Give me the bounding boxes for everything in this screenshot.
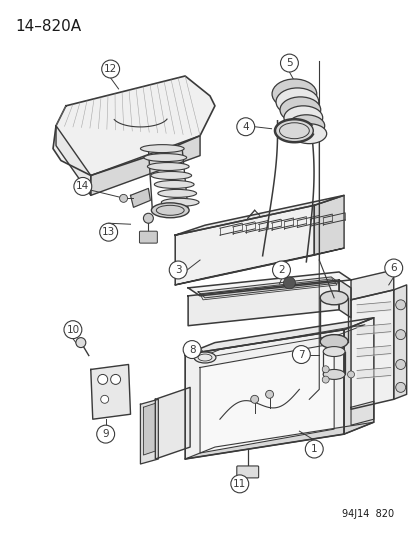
Circle shape	[74, 177, 92, 196]
Circle shape	[272, 261, 290, 279]
Text: 8: 8	[188, 344, 195, 354]
Polygon shape	[56, 126, 90, 196]
Ellipse shape	[147, 163, 189, 171]
Polygon shape	[350, 270, 393, 300]
Polygon shape	[143, 403, 155, 455]
Circle shape	[64, 321, 82, 338]
Polygon shape	[175, 205, 313, 285]
Circle shape	[183, 341, 201, 359]
Text: 5: 5	[285, 58, 292, 68]
Text: 7: 7	[297, 350, 304, 360]
Polygon shape	[185, 330, 343, 459]
Ellipse shape	[275, 88, 318, 116]
Ellipse shape	[151, 203, 189, 218]
Circle shape	[236, 118, 254, 136]
Circle shape	[119, 195, 127, 203]
Ellipse shape	[150, 172, 191, 180]
Text: 10: 10	[66, 325, 79, 335]
Polygon shape	[393, 285, 406, 399]
Polygon shape	[175, 248, 343, 285]
Circle shape	[265, 390, 273, 398]
Text: 1: 1	[310, 444, 317, 454]
Circle shape	[395, 360, 405, 369]
Ellipse shape	[275, 120, 313, 142]
Polygon shape	[53, 76, 214, 175]
Polygon shape	[343, 318, 373, 434]
Circle shape	[250, 395, 258, 403]
Circle shape	[143, 213, 153, 223]
Polygon shape	[155, 387, 190, 459]
Polygon shape	[185, 422, 373, 459]
Circle shape	[102, 60, 119, 78]
Text: 3: 3	[174, 265, 181, 275]
Circle shape	[395, 330, 405, 340]
Circle shape	[321, 366, 328, 373]
Ellipse shape	[194, 352, 216, 363]
Text: 9: 9	[102, 429, 109, 439]
Circle shape	[76, 337, 85, 348]
Text: 13: 13	[102, 227, 115, 237]
Circle shape	[230, 475, 248, 493]
Ellipse shape	[154, 181, 194, 188]
Polygon shape	[338, 280, 350, 318]
Polygon shape	[350, 290, 393, 409]
Polygon shape	[90, 365, 130, 419]
Circle shape	[100, 395, 108, 403]
Circle shape	[169, 261, 187, 279]
Ellipse shape	[287, 115, 324, 136]
Ellipse shape	[323, 346, 344, 357]
Ellipse shape	[161, 198, 199, 206]
Polygon shape	[199, 344, 333, 453]
FancyBboxPatch shape	[139, 231, 157, 243]
Polygon shape	[197, 277, 338, 298]
Text: 11: 11	[233, 479, 246, 489]
Circle shape	[97, 375, 107, 384]
Ellipse shape	[144, 154, 186, 161]
Ellipse shape	[320, 291, 347, 305]
Polygon shape	[140, 399, 158, 464]
Polygon shape	[175, 196, 343, 235]
Text: 14: 14	[76, 181, 89, 191]
Circle shape	[347, 371, 354, 378]
Circle shape	[100, 223, 117, 241]
FancyBboxPatch shape	[236, 466, 258, 478]
Polygon shape	[185, 318, 373, 354]
Circle shape	[384, 259, 402, 277]
Polygon shape	[188, 272, 350, 296]
Ellipse shape	[140, 144, 184, 152]
Text: 12: 12	[104, 64, 117, 74]
Circle shape	[321, 376, 328, 383]
Circle shape	[283, 277, 295, 289]
Circle shape	[110, 375, 120, 384]
Ellipse shape	[323, 369, 344, 379]
Text: 94J14  820: 94J14 820	[341, 508, 393, 519]
Circle shape	[280, 54, 298, 72]
Circle shape	[395, 300, 405, 310]
Text: 14–820A: 14–820A	[15, 19, 81, 34]
Ellipse shape	[291, 124, 326, 144]
Polygon shape	[313, 196, 343, 255]
Ellipse shape	[320, 335, 347, 349]
Text: 6: 6	[389, 263, 396, 273]
Circle shape	[97, 425, 114, 443]
Circle shape	[305, 440, 323, 458]
Circle shape	[292, 345, 310, 364]
Ellipse shape	[279, 97, 320, 123]
Text: 4: 4	[242, 122, 249, 132]
Text: 2: 2	[278, 265, 284, 275]
Polygon shape	[90, 136, 199, 196]
Ellipse shape	[283, 106, 322, 130]
Polygon shape	[130, 188, 150, 207]
Polygon shape	[188, 280, 338, 326]
Ellipse shape	[271, 79, 316, 109]
Ellipse shape	[157, 189, 196, 197]
Polygon shape	[350, 401, 373, 425]
Circle shape	[395, 382, 405, 392]
